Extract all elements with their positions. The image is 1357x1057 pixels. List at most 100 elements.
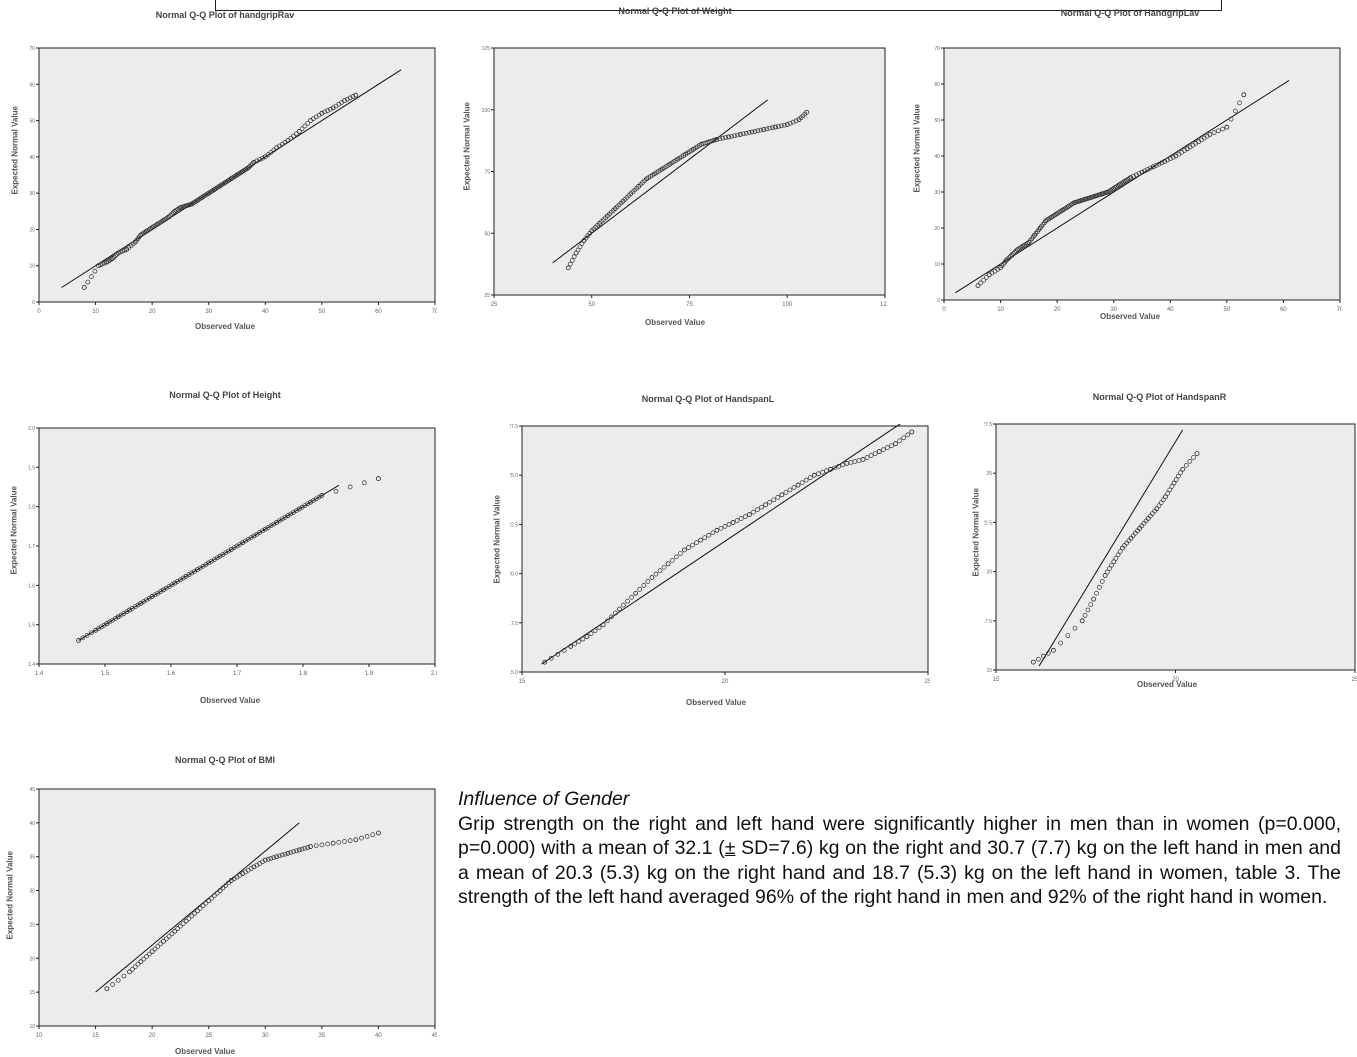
data-point: [1094, 590, 1099, 596]
data-point: [294, 131, 299, 137]
y-axis-label: Expected Normal Value: [5, 851, 15, 940]
data-point: [260, 155, 265, 161]
data-point: [576, 639, 582, 644]
data-point: [250, 161, 255, 167]
data-point: [1163, 494, 1168, 500]
data-point: [1072, 625, 1078, 631]
data-point: [743, 130, 749, 136]
data-point: [604, 618, 610, 624]
x-tick-label: 1.5: [101, 671, 110, 677]
x-tick-label: 25: [925, 679, 930, 685]
data-point: [897, 438, 902, 444]
data-point: [200, 903, 206, 909]
data-point: [149, 949, 155, 954]
data-point: [1107, 566, 1112, 571]
y-tick-label: 27.5: [510, 424, 518, 430]
data-point: [313, 843, 319, 849]
data-point: [1036, 656, 1041, 662]
data-point: [608, 614, 614, 620]
x-tick-label: 35: [319, 1033, 326, 1039]
data-point: [347, 484, 353, 490]
data-point: [120, 248, 125, 254]
data-point: [223, 883, 229, 888]
data-point: [322, 109, 328, 115]
data-point: [779, 123, 784, 129]
data-point: [262, 857, 268, 863]
data-point: [175, 926, 180, 932]
data-point: [186, 916, 192, 921]
data-point: [1165, 157, 1170, 163]
x-tick-label: 1.7: [233, 671, 242, 677]
data-point: [730, 520, 736, 525]
data-point: [1171, 480, 1177, 486]
data-point: [1178, 470, 1183, 476]
data-point: [251, 159, 257, 165]
chart-title: Normal Q-Q Plot of handgripRav: [155, 10, 295, 20]
data-point: [254, 158, 260, 164]
data-point: [737, 132, 743, 137]
reference-line: [552, 99, 769, 264]
data-point: [268, 856, 274, 861]
x-tick-label: 30: [205, 309, 212, 315]
data-point: [166, 214, 172, 220]
data-point: [770, 125, 775, 131]
data-point: [568, 644, 574, 649]
y-tick-label: 60: [934, 82, 940, 88]
data-point: [353, 837, 359, 843]
plot-background: [521, 425, 929, 673]
data-point: [1104, 569, 1110, 575]
data-point: [1115, 552, 1121, 558]
data-point: [588, 631, 594, 636]
x-tick-label: 10: [36, 1033, 43, 1039]
data-point: [706, 532, 712, 538]
data-point: [889, 443, 894, 449]
qq-plot-handgrip-left: Normal Q-Q Plot of HandgripLav Expected …: [905, 8, 1355, 338]
paragraph-part: Grip strength on the right and left hand…: [458, 812, 1341, 860]
y-tick-label: 22.5: [510, 522, 518, 528]
data-point: [248, 162, 254, 168]
section-heading: Influence of Gender: [458, 788, 630, 810]
x-tick-label: 15: [993, 677, 1000, 683]
y-tick-label: 45: [29, 787, 35, 793]
data-point: [572, 641, 578, 647]
data-point: [1091, 596, 1097, 602]
data-point: [114, 252, 120, 257]
data-point: [1224, 124, 1230, 130]
x-tick-label: 60: [375, 309, 382, 315]
x-tick-label: 50: [319, 309, 326, 315]
x-tick-label: 10: [92, 309, 99, 315]
data-point: [192, 911, 197, 916]
data-point: [645, 579, 651, 584]
data-point: [1170, 154, 1176, 160]
qq-plot-handspan-left: Normal Q-Q Plot of HandspanL Expected No…: [483, 394, 933, 714]
data-point: [1228, 116, 1234, 122]
plus-minus-symbol: ±: [724, 837, 736, 860]
data-point: [767, 499, 773, 505]
y-tick-label: 15.0: [510, 670, 518, 676]
data-point: [1131, 173, 1136, 179]
y-tick-label: 30: [29, 191, 35, 197]
data-point: [569, 258, 575, 263]
paragraph-part: SD=7.6) kg on the right and 30.7 (7.7) k…: [458, 837, 1341, 909]
data-point: [751, 509, 756, 515]
data-point: [758, 127, 764, 133]
data-point: [799, 480, 805, 485]
data-point: [1003, 257, 1009, 263]
x-tick-label: 15: [92, 1033, 99, 1039]
data-point: [669, 557, 675, 563]
data-point: [220, 885, 226, 891]
data-point: [285, 138, 291, 143]
data-point: [115, 250, 121, 256]
data-point: [265, 856, 271, 862]
data-point: [820, 469, 825, 475]
data-point: [180, 921, 186, 926]
data-point: [781, 122, 787, 128]
y-axis-label: Expected Normal Value: [971, 488, 981, 577]
data-point: [1154, 506, 1160, 512]
qq-plot-weight: Normal Q-Q Plot of Weight Expected Norma…: [455, 6, 895, 336]
x-tick-label: 1.8: [299, 671, 308, 677]
x-tick-label: 30: [1110, 307, 1117, 313]
data-point: [169, 931, 175, 937]
data-point: [319, 110, 325, 116]
data-point: [305, 845, 311, 850]
